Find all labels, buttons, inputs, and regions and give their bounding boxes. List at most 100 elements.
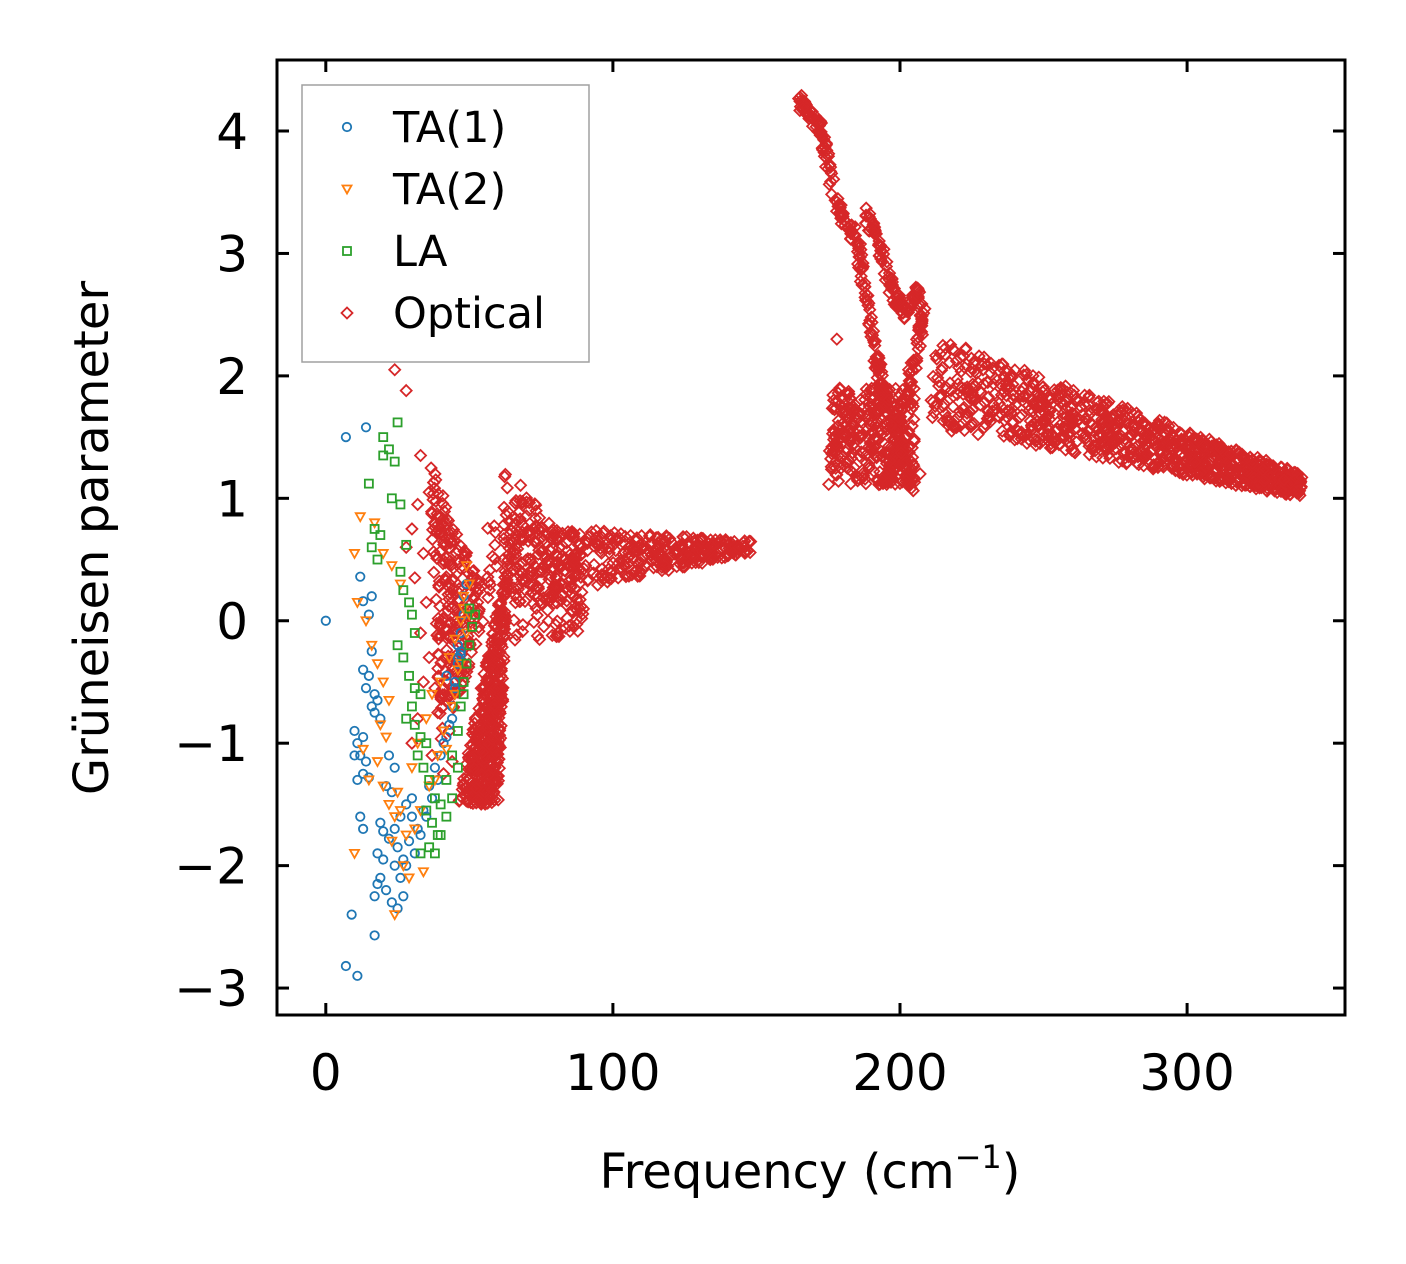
optical-point bbox=[954, 364, 968, 379]
optical-point bbox=[884, 418, 899, 432]
optical-point bbox=[1005, 401, 1019, 416]
ta-1-point bbox=[358, 823, 369, 834]
la-point bbox=[430, 793, 440, 804]
optical-point bbox=[485, 732, 500, 747]
optical-point bbox=[614, 527, 628, 541]
optical-point bbox=[848, 441, 863, 456]
ta-2-point bbox=[374, 720, 387, 732]
optical-point bbox=[1236, 475, 1251, 490]
optical-point bbox=[662, 531, 677, 546]
optical-point bbox=[947, 343, 962, 358]
optical-point bbox=[952, 404, 967, 419]
optical-point bbox=[436, 611, 450, 626]
optical-point bbox=[1132, 412, 1147, 426]
optical-point bbox=[1213, 460, 1227, 475]
optical-point bbox=[877, 242, 891, 256]
optical-point bbox=[942, 355, 957, 370]
ta-1-point bbox=[369, 930, 380, 941]
optical-point bbox=[859, 456, 874, 470]
optical-point bbox=[549, 578, 564, 593]
optical-point bbox=[550, 626, 565, 640]
ta-2-point bbox=[382, 800, 396, 811]
optical-point bbox=[1183, 456, 1197, 471]
optical-point bbox=[491, 653, 506, 668]
optical-point bbox=[498, 467, 513, 482]
optical-point bbox=[856, 469, 871, 483]
ta-1-point bbox=[444, 719, 455, 730]
optical-point bbox=[823, 174, 838, 189]
ta-1-point bbox=[392, 842, 403, 853]
optical-point bbox=[587, 557, 601, 572]
optical-point bbox=[936, 414, 951, 428]
optical-point bbox=[516, 618, 530, 632]
ta-2-point bbox=[359, 616, 373, 628]
optical-point bbox=[1245, 456, 1260, 471]
optical-point bbox=[461, 633, 475, 647]
optical-point bbox=[650, 560, 664, 574]
ta-1-point bbox=[363, 670, 374, 681]
optical-point bbox=[621, 545, 636, 560]
optical-point bbox=[913, 323, 927, 338]
optical-point bbox=[1099, 422, 1114, 436]
optical-point bbox=[1041, 429, 1055, 443]
optical-point bbox=[897, 395, 912, 410]
optical-point bbox=[590, 578, 605, 592]
optical-point bbox=[493, 595, 508, 610]
optical-point bbox=[907, 434, 922, 449]
optical-point bbox=[1137, 449, 1152, 463]
ta-1-point bbox=[383, 750, 395, 761]
ta-1-point bbox=[358, 596, 369, 607]
optical-point bbox=[943, 376, 957, 390]
optical-point bbox=[999, 379, 1013, 393]
optical-point bbox=[531, 547, 546, 561]
la-point bbox=[398, 652, 409, 663]
ta-2-point bbox=[397, 861, 410, 872]
ta-1-point bbox=[349, 725, 360, 737]
points-layer bbox=[320, 88, 1309, 981]
optical-point bbox=[824, 187, 839, 202]
la-point bbox=[455, 701, 466, 712]
optical-point bbox=[1130, 409, 1145, 424]
optical-point bbox=[545, 628, 560, 643]
optical-point bbox=[1077, 388, 1092, 403]
optical-point bbox=[881, 439, 896, 454]
optical-point bbox=[844, 476, 858, 491]
optical-point bbox=[817, 130, 832, 145]
ta-2-point bbox=[448, 689, 462, 701]
ta-2-point bbox=[434, 677, 447, 689]
optical-point bbox=[496, 680, 510, 695]
la-point bbox=[409, 628, 420, 638]
optical-point bbox=[1207, 451, 1221, 465]
optical-point bbox=[696, 531, 710, 546]
ta-1-point bbox=[441, 670, 452, 681]
optical-point bbox=[562, 619, 576, 633]
optical-point bbox=[952, 360, 966, 375]
ta-2-point bbox=[388, 812, 401, 823]
optical-point bbox=[1042, 403, 1057, 418]
optical-point bbox=[593, 544, 607, 559]
optical-point bbox=[600, 570, 615, 584]
optical-point bbox=[1049, 433, 1063, 448]
optical-point bbox=[870, 449, 885, 464]
optical-point bbox=[795, 101, 810, 116]
optical-point bbox=[617, 545, 632, 559]
optical-point bbox=[997, 413, 1012, 428]
optical-point bbox=[514, 555, 529, 570]
la-point bbox=[435, 830, 446, 840]
optical-point bbox=[1152, 459, 1166, 473]
la-point bbox=[372, 554, 383, 565]
optical-point bbox=[901, 362, 916, 377]
ta-1-point bbox=[355, 750, 366, 761]
optical-point bbox=[503, 559, 518, 573]
optical-point bbox=[1120, 401, 1135, 416]
optical-point bbox=[1156, 460, 1171, 474]
optical-point bbox=[1143, 421, 1158, 435]
optical-point bbox=[1147, 436, 1162, 450]
ta-2-point bbox=[408, 824, 421, 836]
optical-point bbox=[526, 596, 540, 611]
la-point bbox=[427, 817, 437, 828]
la-point bbox=[415, 732, 426, 742]
la-point bbox=[435, 799, 446, 810]
optical-point bbox=[836, 457, 850, 472]
ta-1-point bbox=[378, 826, 389, 837]
